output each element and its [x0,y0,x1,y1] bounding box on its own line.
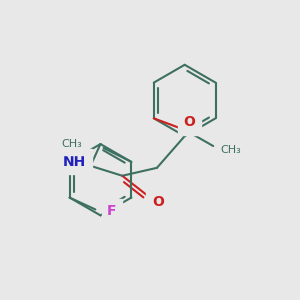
Text: F: F [107,204,117,218]
Text: CH₃: CH₃ [61,139,82,149]
Text: O: O [184,115,195,129]
Text: O: O [152,194,164,208]
Text: NH: NH [63,155,86,169]
Text: CH₃: CH₃ [221,145,242,155]
